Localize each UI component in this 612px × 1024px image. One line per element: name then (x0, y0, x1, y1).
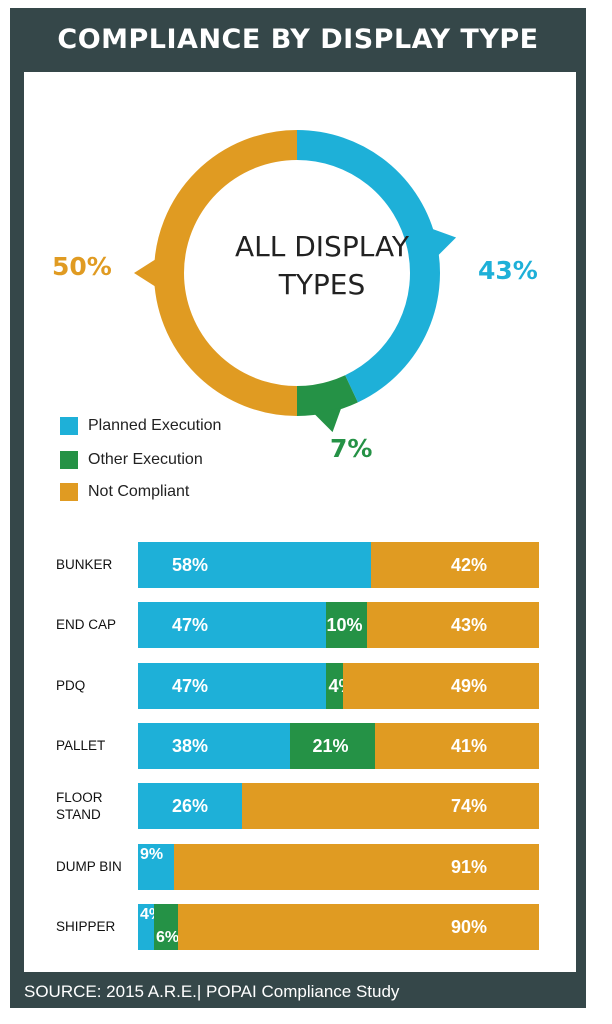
donut-label-other: 7% (330, 434, 373, 463)
donut-slice-other-pointer (314, 407, 342, 433)
page-title: COMPLIANCE BY DISPLAY TYPE (57, 24, 539, 55)
donut-label-planned: 43% (478, 256, 538, 285)
bar-label-not-compliant: 91% (451, 856, 488, 877)
row-label-floor-stand: FLOOR STAND (56, 790, 103, 823)
bar-seg-other (154, 903, 179, 950)
bar-label-planned: 58% (172, 555, 209, 575)
row-label-dump-bin: DUMP BIN (56, 858, 122, 874)
donut-label-not-compliant: 50% (52, 252, 112, 281)
bar-seg-other (326, 662, 343, 709)
legend-label-other: Other Execution (88, 451, 203, 468)
legend-swatch-not-compliant (60, 483, 78, 501)
bar-seg-not-compliant (342, 662, 539, 709)
bar-seg-planned (138, 542, 371, 588)
source-footer: SOURCE: 2015 A.R.E.| POPAI Compliance St… (24, 982, 400, 1001)
legend-label-not-compliant: Not Compliant (88, 483, 190, 500)
row-label-pallet: PALLET (56, 737, 106, 753)
bar-label-not-compliant: 74% (451, 796, 488, 817)
chart-panel: ALL DISPLAY TYPES 43% 7% 50% Planned Exe… (24, 72, 576, 972)
bar-seg-not-compliant (370, 542, 539, 588)
bar-seg-not-compliant (174, 843, 539, 890)
bar-seg-planned (138, 903, 155, 950)
bar-label-planned: 38% (172, 735, 209, 756)
donut-slice-other (296, 375, 358, 416)
legend-swatch-planned (60, 417, 78, 435)
legend-label-planned: Planned Execution (88, 417, 222, 434)
donut-center-line-2: TYPES (278, 268, 366, 301)
donut-center-line-1: ALL DISPLAY (234, 230, 410, 263)
bar-seg-not-compliant (366, 602, 539, 649)
bar-seg-planned (138, 783, 243, 830)
bar-label-not-compliant: 43% (451, 615, 488, 636)
donut-slice-planned-pointer (431, 228, 457, 256)
donut-chart (134, 130, 457, 433)
bar-seg-not-compliant (178, 903, 539, 950)
bar-label-planned: 47% (172, 615, 209, 636)
bar-seg-planned (138, 602, 327, 649)
row-label-end-cap: END CAP (56, 617, 117, 633)
bar-label-not-compliant: 42% (451, 555, 488, 575)
row-label-bunker: BUNKER (56, 557, 113, 572)
bar-seg-planned (138, 722, 291, 769)
bar-label-other: 21% (312, 735, 349, 756)
bar-seg-not-compliant (242, 783, 539, 830)
bar-label-not-compliant: 41% (451, 735, 488, 756)
bar-seg-other (290, 722, 375, 769)
legend-swatch-other (60, 451, 78, 469)
bar-label-planned: 26% (172, 796, 209, 817)
bar-label-not-compliant: 90% (451, 916, 488, 937)
bar-seg-other (326, 602, 367, 649)
row-label-pdq: PDQ (56, 677, 86, 693)
bar-label-other: 6% (156, 928, 180, 946)
bar-label-planned: 9% (140, 845, 164, 863)
donut-slice-not-compliant (154, 130, 298, 416)
bar-label-other: 10% (326, 615, 363, 636)
bar-label-not-compliant: 49% (451, 675, 488, 696)
donut-slice-not-compliant-pointer (134, 259, 156, 287)
row-label-shipper: SHIPPER (56, 918, 116, 934)
bar-seg-planned (138, 843, 175, 890)
donut-slice-planned (296, 130, 440, 403)
bar-seg-planned (138, 662, 327, 709)
bar-label-planned: 47% (172, 675, 209, 696)
bar-seg-not-compliant (374, 722, 539, 769)
